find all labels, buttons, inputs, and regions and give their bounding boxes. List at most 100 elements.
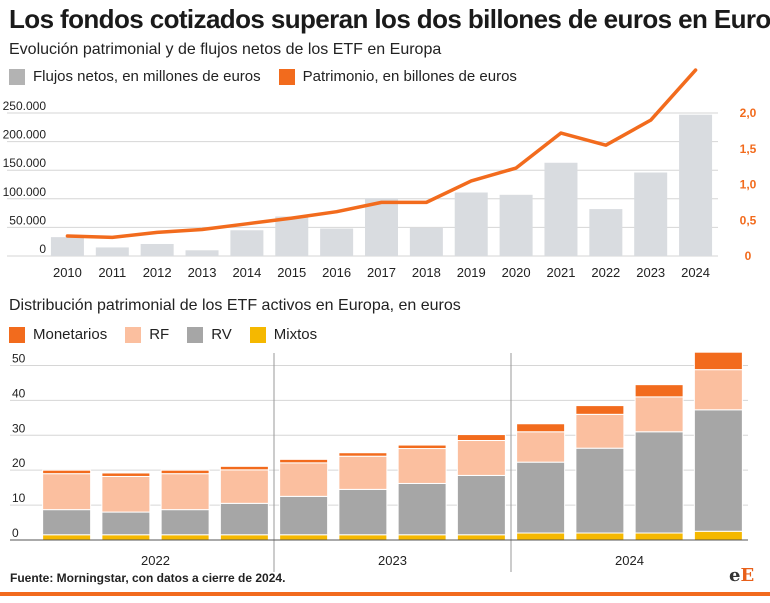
stack-segment-rf xyxy=(279,462,329,497)
flujos-bar xyxy=(275,216,309,256)
legend-swatch-rv xyxy=(187,326,204,343)
legend-swatch-monetarios xyxy=(9,326,25,343)
y-tick-label: 10 xyxy=(12,491,26,505)
stack-segment-mixtos xyxy=(634,532,684,541)
legend-label-flujos: Flujos netos, en millones de euros xyxy=(33,68,261,85)
stack-segment-mixtos xyxy=(693,530,743,541)
stack-segment-rv xyxy=(397,482,447,536)
x-tick-label: 2011 xyxy=(98,265,126,280)
stack-segment-monetarios xyxy=(160,469,210,475)
legend-item-mixtos: Mixtos xyxy=(249,326,318,343)
legend-swatch-flujos xyxy=(9,68,25,85)
flujos-bar xyxy=(140,243,174,256)
stack-segment-rv xyxy=(219,502,269,536)
flujos-bar xyxy=(185,250,219,256)
x-tick-label: 2010 xyxy=(53,265,82,280)
stack-segment-rv xyxy=(575,447,625,534)
legend-item-monetarios: Monetarios xyxy=(9,326,107,343)
legend-item-patrimonio: Patrimonio, en billones de euros xyxy=(278,68,517,85)
stack-segment-rv xyxy=(693,409,743,532)
right-tick-label: 1,0 xyxy=(740,178,757,192)
stack-segment-rf xyxy=(219,469,269,504)
legend-item-rv: RV xyxy=(187,326,232,343)
x-tick-label: 2018 xyxy=(412,265,441,280)
chart2-legend: Monetarios RF RV Mixtos xyxy=(9,326,335,343)
y-tick-label: 20 xyxy=(12,456,26,470)
y-tick-label: 0 xyxy=(12,526,19,540)
stack-segment-monetarios xyxy=(516,423,566,433)
stack-segment-rf xyxy=(101,475,151,513)
legend-swatch-patrimonio xyxy=(278,68,295,85)
left-tick-label: 200.000 xyxy=(3,128,47,142)
stack-segment-rf xyxy=(456,440,506,476)
stack-segment-rf xyxy=(516,431,566,463)
stack-segment-rv xyxy=(338,488,388,536)
flujos-bar xyxy=(230,230,264,256)
chart1-legend: Flujos netos, en millones de euros Patri… xyxy=(9,68,535,85)
flujos-bar xyxy=(320,228,354,256)
legend-label-monetarios: Monetarios xyxy=(33,326,108,343)
stack-segment-monetarios xyxy=(456,434,506,442)
chart1-subtitle: Evolución patrimonial y de flujos netos … xyxy=(9,41,442,58)
left-tick-label: 250.000 xyxy=(3,99,47,113)
stack-segment-monetarios xyxy=(575,405,625,415)
stack-segment-monetarios xyxy=(693,351,743,371)
legend-label-patrimonio: Patrimonio, en billones de euros xyxy=(302,68,517,85)
chart2-subtitle: Distribución patrimonial de los ETF acti… xyxy=(9,297,461,314)
right-tick-label: 0 xyxy=(745,249,752,263)
y-tick-label: 30 xyxy=(12,421,26,435)
publisher-logo: eE xyxy=(729,565,754,586)
stack-segment-rf xyxy=(575,413,625,449)
x-tick-label: 2021 xyxy=(547,265,576,280)
stack-segment-rv xyxy=(42,509,92,536)
x-tick-label: 2020 xyxy=(502,265,531,280)
flujos-bar xyxy=(95,247,129,256)
stack-segment-monetarios xyxy=(42,469,92,475)
chart1-plot: 0 50.000 100.000 150.000 200.000 250.000 0 0,5 1… xyxy=(3,68,757,280)
stack-segment-monetarios xyxy=(397,444,447,450)
stack-segment-monetarios xyxy=(101,472,151,477)
stack-segment-mixtos xyxy=(219,534,269,541)
group-label: 2022 xyxy=(141,553,170,568)
stack-segment-rv xyxy=(279,495,329,536)
stack-segment-monetarios xyxy=(634,384,684,398)
stack-segment-monetarios xyxy=(279,458,329,464)
stack-segment-mixtos xyxy=(456,534,506,541)
chart-title: Los fondos cotizados superan los dos bil… xyxy=(9,4,770,34)
group-label: 2023 xyxy=(378,553,407,568)
y-tick-label: 40 xyxy=(12,386,26,400)
logo-part-E: E xyxy=(740,565,755,586)
stack-segment-mixtos xyxy=(279,534,329,541)
flujos-bar xyxy=(50,237,84,256)
stack-segment-mixtos xyxy=(338,534,388,541)
x-tick-label: 2015 xyxy=(277,265,306,280)
right-tick-label: 2,0 xyxy=(740,106,757,120)
legend-label-rv: RV xyxy=(211,326,232,343)
legend-swatch-mixtos xyxy=(249,326,266,343)
x-tick-label: 2017 xyxy=(367,265,396,280)
x-tick-label: 2014 xyxy=(232,265,261,280)
stack-segment-mixtos xyxy=(42,534,92,541)
x-tick-label: 2022 xyxy=(591,265,620,280)
left-tick-label: 100.000 xyxy=(3,185,47,199)
stack-segment-rf xyxy=(693,369,743,411)
stack-segment-rf xyxy=(634,396,684,433)
legend-swatch-rf xyxy=(125,326,142,343)
stack-segment-rf xyxy=(338,455,388,490)
x-tick-label: 2019 xyxy=(457,265,486,280)
left-tick-label: 50.000 xyxy=(9,213,46,227)
stack-segment-rv xyxy=(516,461,566,534)
stack-segment-rf xyxy=(42,473,92,511)
source-note: Fuente: Morningstar, con datos a cierre … xyxy=(10,571,286,585)
chart2-plot: 0 10 20 30 40 50 2022 2023 2024 xyxy=(10,351,748,572)
footer-bar xyxy=(0,592,770,596)
right-tick-label: 1,5 xyxy=(740,142,757,156)
flujos-bar xyxy=(499,194,533,256)
legend-label-mixtos: Mixtos xyxy=(273,326,318,343)
flujos-bar xyxy=(409,227,443,256)
left-tick-label: 0 xyxy=(39,242,46,256)
x-tick-label: 2012 xyxy=(143,265,172,280)
y-tick-label: 50 xyxy=(12,351,26,365)
stack-segment-mixtos xyxy=(575,532,625,541)
stack-segment-mixtos xyxy=(397,534,447,541)
